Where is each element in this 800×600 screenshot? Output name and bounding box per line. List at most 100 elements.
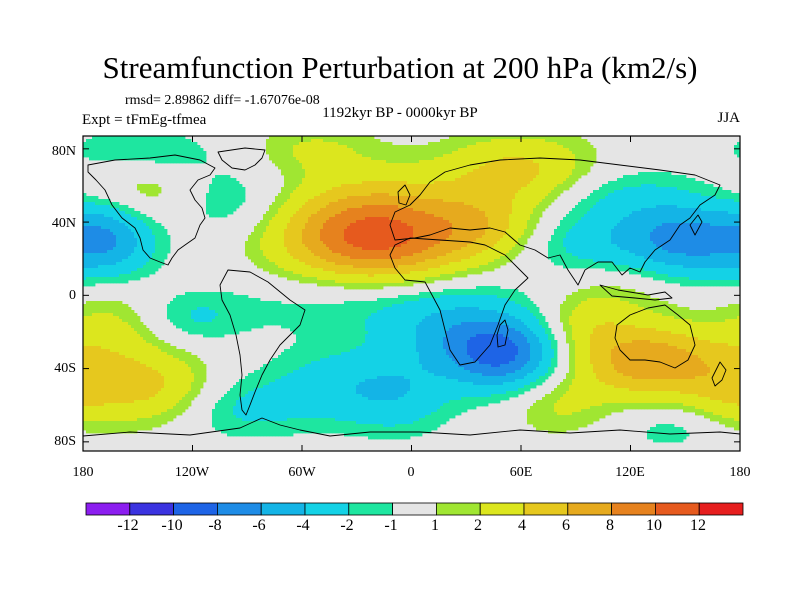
field-cell (596, 199, 600, 203)
field-cell (536, 217, 540, 221)
field-cell (392, 151, 396, 155)
field-cell (515, 175, 519, 179)
field-cell (602, 226, 606, 230)
field-cell (575, 142, 579, 146)
field-cell (308, 232, 312, 236)
field-cell (290, 226, 294, 230)
field-cell (392, 148, 396, 152)
field-cell (428, 202, 432, 206)
field-cell (638, 214, 642, 218)
field-cell (635, 211, 639, 215)
field-cell (644, 211, 648, 215)
field-cell (653, 232, 657, 236)
field-cell (287, 190, 291, 194)
field-cell (317, 232, 321, 236)
field-cell (536, 193, 540, 197)
field-cell (677, 175, 681, 179)
field-cell (410, 187, 414, 191)
field-cell (587, 163, 591, 167)
field-cell (83, 229, 87, 233)
field-cell (647, 199, 651, 203)
field-cell (689, 178, 693, 182)
field-cell (311, 154, 315, 158)
field-cell (356, 148, 360, 152)
field-cell (728, 226, 732, 230)
field-cell (131, 226, 135, 230)
field-cell (158, 142, 162, 146)
field-cell (635, 199, 639, 203)
field-cell (599, 220, 603, 224)
field-cell (104, 154, 108, 158)
field-cell (671, 193, 675, 197)
field-cell (698, 229, 702, 233)
field-cell (338, 139, 342, 143)
field-cell (626, 202, 630, 206)
field-cell (152, 226, 156, 230)
field-cell (527, 160, 531, 164)
field-cell (302, 205, 306, 209)
field-cell (362, 205, 366, 209)
field-cell (152, 184, 156, 188)
field-cell (296, 157, 300, 161)
field-cell (461, 232, 465, 236)
field-cell (380, 142, 384, 146)
field-cell (722, 196, 726, 200)
field-cell (488, 214, 492, 218)
field-cell (341, 202, 345, 206)
field-cell (584, 163, 588, 167)
field-cell (431, 181, 435, 185)
field-cell (503, 154, 507, 158)
field-cell (347, 226, 351, 230)
field-cell (98, 208, 102, 212)
field-cell (581, 169, 585, 173)
field-cell (569, 151, 573, 155)
field-cell (545, 160, 549, 164)
field-cell (695, 181, 699, 185)
field-cell (239, 184, 243, 188)
field-cell (431, 187, 435, 191)
field-cell (686, 196, 690, 200)
field-cell (611, 193, 615, 197)
field-cell (476, 160, 480, 164)
field-cell (632, 202, 636, 206)
field-cell (629, 196, 633, 200)
field-cell (452, 208, 456, 212)
field-cell (263, 214, 267, 218)
field-cell (521, 175, 525, 179)
field-cell (632, 199, 636, 203)
field-cell (623, 199, 627, 203)
field-cell (524, 214, 528, 218)
field-cell (314, 145, 318, 149)
field-cell (710, 214, 714, 218)
field-cell (611, 226, 615, 230)
field-cell (590, 193, 594, 197)
field-cell (314, 139, 318, 143)
field-cell (566, 169, 570, 173)
field-cell (383, 229, 387, 233)
field-cell (683, 202, 687, 206)
field-cell (212, 214, 216, 218)
field-cell (554, 229, 558, 233)
field-cell (557, 178, 561, 182)
field-cell (278, 154, 282, 158)
field-cell (395, 187, 399, 191)
field-cell (665, 208, 669, 212)
field-cell (158, 160, 162, 164)
field-cell (530, 169, 534, 173)
field-cell (458, 199, 462, 203)
field-cell (431, 169, 435, 173)
field-cell (92, 157, 96, 161)
field-cell (650, 202, 654, 206)
field-cell (599, 208, 603, 212)
field-cell (659, 202, 663, 206)
field-cell (188, 160, 192, 164)
field-cell (698, 181, 702, 185)
field-cell (137, 220, 141, 224)
field-cell (446, 157, 450, 161)
field-cell (623, 223, 627, 227)
field-cell (299, 232, 303, 236)
field-cell (107, 151, 111, 155)
field-cell (317, 160, 321, 164)
field-cell (638, 172, 642, 176)
field-cell (413, 148, 417, 152)
